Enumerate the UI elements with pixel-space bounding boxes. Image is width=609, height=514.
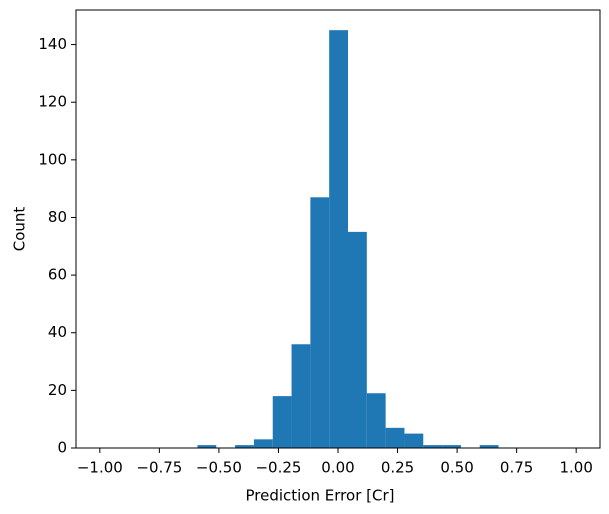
y-tick-label: 40 bbox=[48, 323, 67, 341]
bar bbox=[253, 439, 273, 448]
x-axis-label: Prediction Error [Cr] bbox=[246, 487, 395, 505]
x-tick-label: 0.00 bbox=[321, 459, 354, 477]
bar bbox=[310, 197, 330, 448]
x-tick-label: −1.00 bbox=[77, 459, 123, 477]
x-tick-label: −0.75 bbox=[136, 459, 182, 477]
y-tick-label: 80 bbox=[48, 208, 67, 226]
y-tick-label: 100 bbox=[38, 150, 67, 168]
bar bbox=[197, 445, 217, 448]
bar bbox=[329, 30, 349, 449]
bar bbox=[423, 445, 443, 448]
x-tick-label: 0.75 bbox=[500, 459, 533, 477]
y-tick-label: 20 bbox=[48, 381, 67, 399]
y-axis-label: Count bbox=[11, 207, 29, 252]
x-tick-label: 0.50 bbox=[440, 459, 473, 477]
y-tick-label: 60 bbox=[48, 266, 67, 284]
x-tick-label: −0.25 bbox=[255, 459, 301, 477]
plot-frame bbox=[75, 9, 601, 449]
bar bbox=[479, 445, 499, 448]
y-tick-label: 0 bbox=[57, 439, 67, 457]
bar bbox=[272, 396, 292, 448]
x-tick-label: −0.50 bbox=[196, 459, 242, 477]
x-tick-label: 1.00 bbox=[559, 459, 592, 477]
y-tick-label: 140 bbox=[38, 35, 67, 53]
bar bbox=[235, 445, 254, 448]
bar bbox=[366, 393, 386, 448]
bar bbox=[291, 344, 311, 448]
bar bbox=[442, 445, 461, 448]
bar bbox=[348, 231, 367, 448]
y-tick-label: 120 bbox=[38, 93, 67, 111]
bar bbox=[404, 433, 424, 448]
bar bbox=[385, 427, 405, 448]
x-tick-label: 0.25 bbox=[381, 459, 414, 477]
